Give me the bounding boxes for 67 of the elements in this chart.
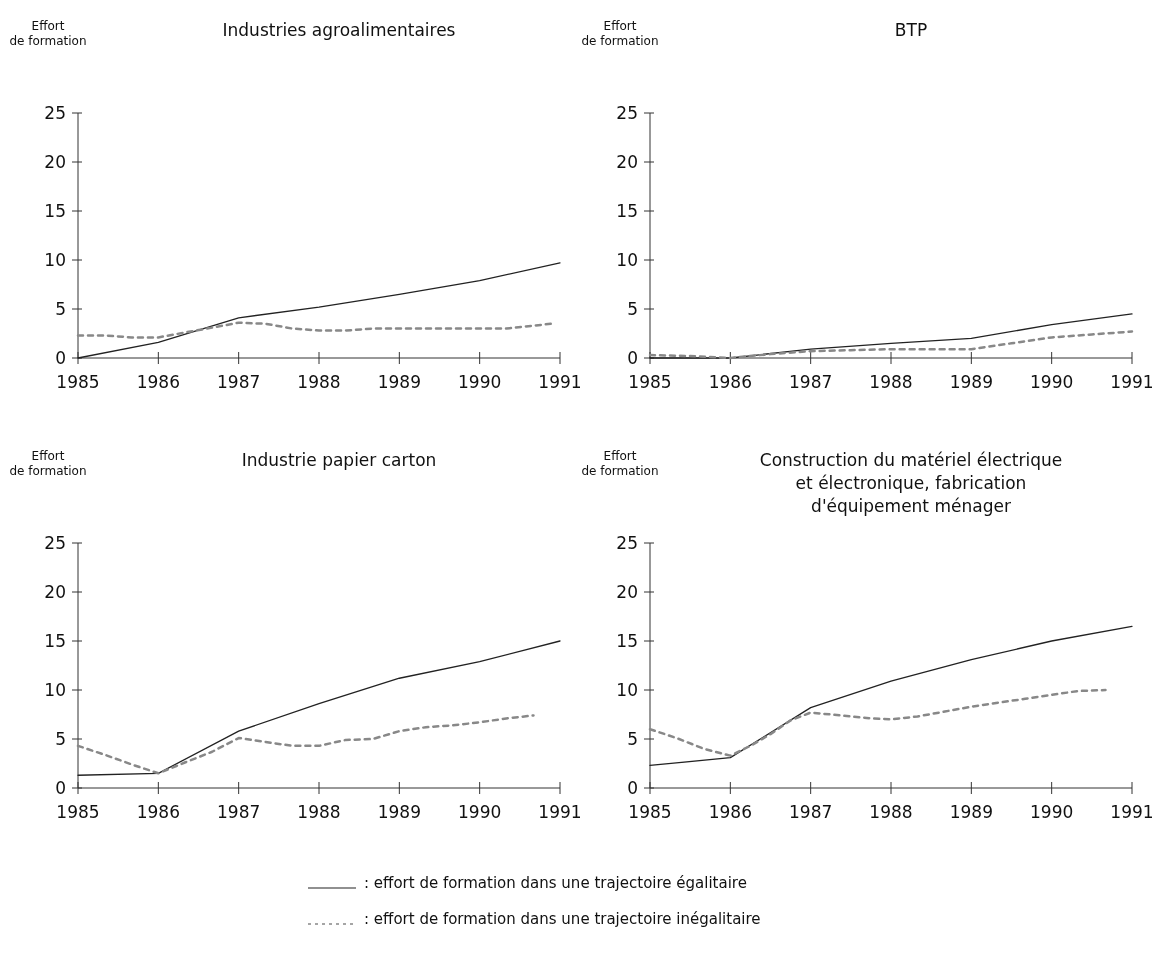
- y-tick-label: 20: [44, 581, 66, 602]
- y-tick-label: 15: [44, 200, 66, 221]
- x-tick-label: 1990: [458, 372, 502, 392]
- y-tick-label: 5: [55, 298, 66, 319]
- y-axis-title: Effort de formation: [581, 19, 659, 48]
- x-tick-label: 1988: [869, 802, 913, 822]
- x-tick-label: 1988: [297, 372, 341, 392]
- x-tick-label: 1987: [217, 802, 261, 822]
- x-tick-label: 1989: [377, 372, 421, 392]
- x-tick-label: 1987: [217, 372, 261, 392]
- y-axis-title: Effort de formation: [9, 449, 87, 478]
- line-series: [77, 640, 561, 776]
- line-series: [76, 714, 535, 775]
- x-tick-label: 1985: [628, 802, 672, 822]
- y-tick-label: 25: [616, 532, 638, 553]
- y-tick-label: 5: [627, 298, 638, 319]
- x-tick-label: 1985: [628, 372, 672, 392]
- legend-label: : effort de formation dans une trajectoire inégalitaire: [364, 910, 761, 928]
- y-tick-label: 5: [55, 728, 66, 749]
- x-tick-label: 1986: [708, 372, 752, 392]
- x-tick-label: 1987: [789, 802, 833, 822]
- y-tick-label: 20: [44, 151, 66, 172]
- line-series: [76, 321, 554, 339]
- y-tick-label: 0: [627, 777, 638, 798]
- chart-title: BTP: [894, 20, 928, 40]
- x-tick-label: 1990: [458, 802, 502, 822]
- y-axis-title: Effort de formation: [9, 19, 87, 48]
- x-tick-label: 1985: [56, 372, 100, 392]
- x-tick-label: 1986: [136, 372, 180, 392]
- x-tick-label: 1985: [56, 802, 100, 822]
- x-tick-label: 1991: [538, 802, 582, 822]
- y-tick-label: 0: [55, 347, 66, 368]
- x-tick-label: 1991: [1110, 372, 1154, 392]
- y-tick-label: 20: [616, 151, 638, 172]
- x-tick-label: 1986: [136, 802, 180, 822]
- y-tick-label: 20: [616, 581, 638, 602]
- y-tick-label: 10: [44, 249, 66, 270]
- x-tick-label: 1986: [708, 802, 752, 822]
- x-tick-label: 1990: [1030, 802, 1074, 822]
- y-tick-label: 10: [616, 679, 638, 700]
- chart-title: Construction du matériel électrique et électronique, fabrication d'équipement ménager: [759, 450, 1063, 516]
- y-tick-label: 25: [616, 102, 638, 123]
- line-series: [648, 688, 1107, 757]
- y-tick-label: 15: [616, 200, 638, 221]
- x-tick-label: 1991: [538, 372, 582, 392]
- chart-title: Industrie papier carton: [241, 450, 437, 470]
- x-tick-label: 1988: [297, 802, 341, 822]
- y-tick-label: 25: [44, 532, 66, 553]
- y-axis-title: Effort de formation: [581, 449, 659, 478]
- x-tick-label: 1989: [949, 802, 993, 822]
- chart-title: Industries agroalimentaires: [222, 20, 456, 40]
- y-tick-label: 10: [44, 679, 66, 700]
- line-series: [649, 625, 1133, 767]
- y-tick-label: 0: [627, 347, 638, 368]
- y-tick-label: 10: [616, 249, 638, 270]
- x-tick-label: 1989: [377, 802, 421, 822]
- x-tick-label: 1990: [1030, 372, 1074, 392]
- y-tick-label: 0: [55, 777, 66, 798]
- x-tick-label: 1988: [869, 372, 913, 392]
- y-tick-label: 25: [44, 102, 66, 123]
- x-tick-label: 1987: [789, 372, 833, 392]
- y-tick-label: 15: [44, 630, 66, 651]
- legend-label: : effort de formation dans une trajectoire égalitaire: [364, 874, 747, 892]
- x-tick-label: 1991: [1110, 802, 1154, 822]
- y-tick-label: 5: [627, 728, 638, 749]
- x-tick-label: 1989: [949, 372, 993, 392]
- y-tick-label: 15: [616, 630, 638, 651]
